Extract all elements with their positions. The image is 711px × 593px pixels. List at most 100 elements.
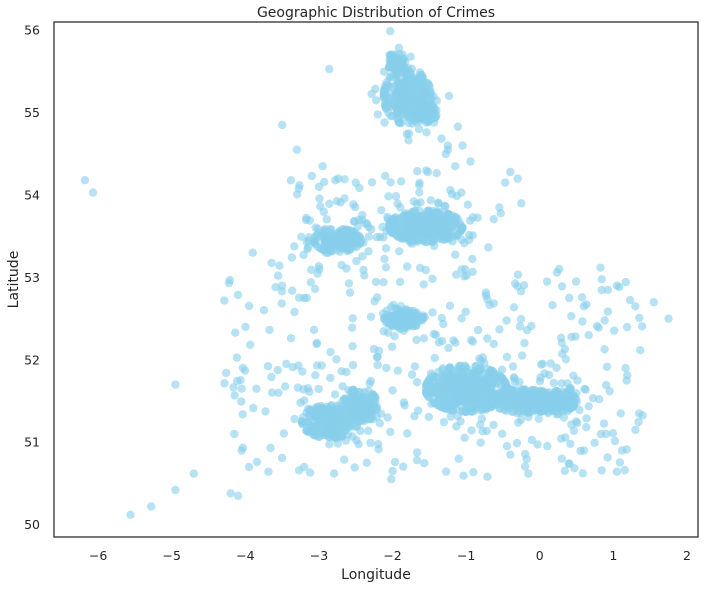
data-point: [398, 234, 407, 243]
data-point: [502, 316, 511, 325]
data-point: [356, 426, 365, 436]
data-point: [380, 118, 389, 127]
data-point: [368, 407, 378, 416]
data-point: [309, 325, 319, 335]
data-point: [305, 387, 314, 396]
data-point: [467, 426, 476, 435]
data-point: [457, 265, 466, 274]
data-point: [594, 323, 603, 332]
x-tick-label: −5: [163, 548, 181, 563]
data-point: [569, 371, 578, 380]
data-point: [355, 416, 364, 425]
data-point: [344, 229, 353, 238]
data-point: [374, 445, 383, 454]
data-point: [286, 334, 296, 343]
data-point: [412, 335, 421, 345]
data-point: [422, 237, 431, 247]
y-axis-label: Latitude: [6, 251, 22, 309]
data-point: [244, 462, 254, 472]
data-point: [386, 98, 395, 107]
data-point: [379, 278, 388, 287]
data-point: [578, 317, 587, 326]
data-point: [370, 392, 379, 401]
data-point: [402, 130, 411, 139]
y-tick-label: 52: [24, 352, 40, 367]
data-point: [467, 335, 476, 345]
data-point: [600, 316, 609, 325]
data-point: [412, 448, 422, 457]
data-point: [331, 238, 340, 247]
data-point: [287, 253, 297, 262]
data-point: [416, 316, 425, 325]
x-axis-ticks: −6 −5 −4 −3 −2 −1 0 1 2: [89, 548, 691, 563]
data-point: [610, 436, 620, 446]
plot-area: [53, 21, 699, 538]
data-point: [458, 406, 468, 415]
data-point: [443, 141, 452, 150]
data-point: [463, 200, 472, 209]
data-point: [509, 303, 519, 312]
data-point: [590, 438, 599, 447]
data-point: [495, 325, 504, 334]
data-point: [275, 261, 284, 270]
data-point: [616, 409, 625, 418]
data-point: [466, 157, 475, 166]
data-point: [281, 382, 290, 391]
data-point: [314, 384, 323, 394]
data-point: [404, 209, 414, 219]
data-point: [367, 89, 376, 99]
data-point: [620, 465, 629, 475]
data-point: [290, 242, 299, 251]
data-point: [189, 469, 198, 478]
data-point: [364, 247, 373, 256]
data-point: [468, 231, 477, 240]
data-point: [310, 284, 320, 294]
data-point: [429, 373, 438, 383]
data-point: [517, 351, 527, 360]
data-point: [458, 141, 467, 150]
data-point: [437, 313, 446, 323]
data-point: [536, 395, 546, 404]
y-tick-label: 54: [24, 188, 40, 203]
data-point: [507, 390, 516, 399]
data-point: [399, 462, 408, 471]
data-point: [594, 395, 604, 404]
data-point: [460, 238, 469, 248]
data-point: [602, 362, 612, 371]
data-point: [454, 454, 463, 463]
data-point: [362, 219, 372, 228]
data-point: [444, 234, 453, 243]
data-point: [410, 83, 420, 93]
data-point: [336, 198, 345, 207]
data-point: [314, 182, 324, 191]
data-point: [381, 263, 391, 272]
data-point: [599, 419, 609, 428]
data-point: [537, 360, 546, 369]
data-point: [483, 334, 492, 343]
data-point: [358, 252, 367, 261]
data-point: [441, 202, 450, 211]
data-point: [378, 222, 387, 232]
data-point: [387, 474, 396, 484]
data-point: [396, 105, 405, 114]
data-point: [271, 283, 280, 292]
data-point: [325, 64, 334, 74]
data-point: [282, 359, 291, 369]
data-point: [519, 281, 529, 290]
data-point: [233, 491, 243, 500]
data-point: [349, 200, 358, 209]
data-point: [274, 388, 283, 397]
data-point: [498, 429, 507, 438]
data-point: [453, 122, 463, 131]
data-point: [386, 427, 395, 437]
data-point: [421, 104, 430, 114]
data-point: [622, 445, 631, 454]
data-point: [307, 171, 316, 181]
data-point: [557, 282, 567, 291]
data-point: [261, 407, 270, 416]
data-point: [572, 389, 581, 398]
data-point: [509, 373, 519, 382]
data-point: [395, 247, 404, 256]
data-point: [394, 118, 403, 127]
data-point: [443, 216, 452, 225]
